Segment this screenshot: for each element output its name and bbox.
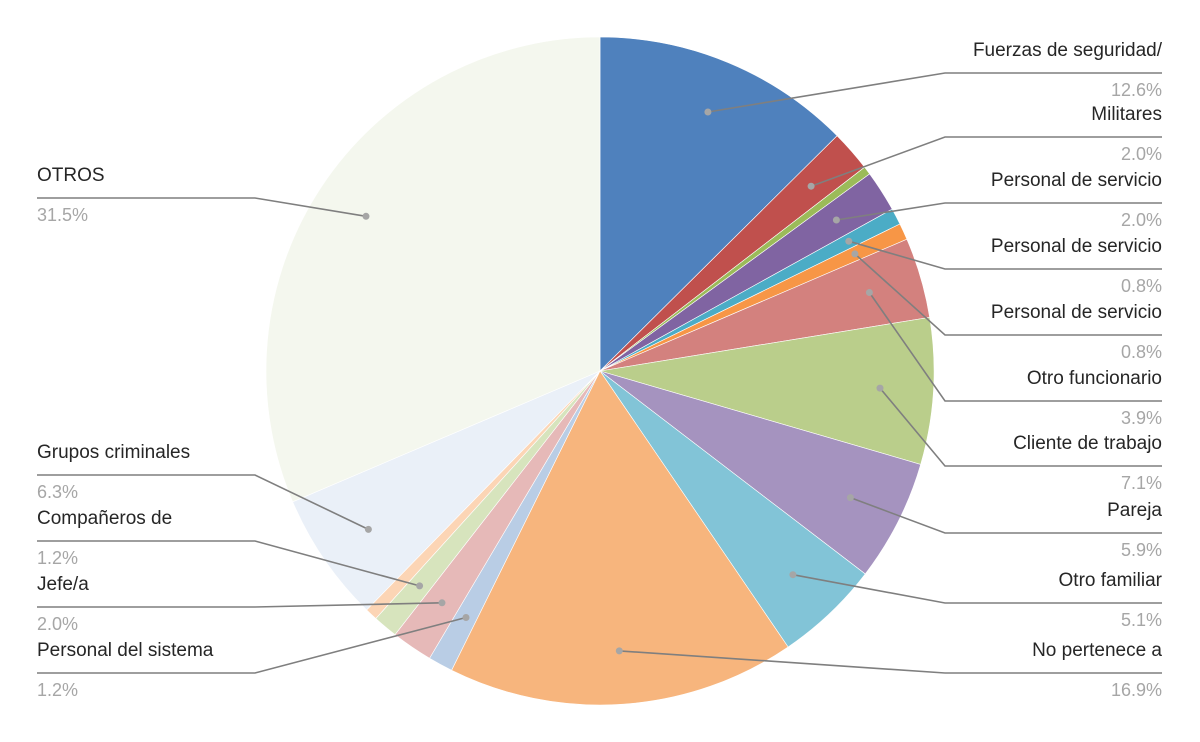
pie-slice — [599, 370, 922, 575]
slice-value-label: 31.5% — [37, 205, 88, 225]
leader-line — [37, 602, 443, 608]
leader-line — [810, 136, 1162, 187]
slice-label: Militares — [1091, 104, 1162, 125]
leader-lines — [37, 72, 1162, 674]
leader-dot — [789, 571, 797, 579]
slice-label: No pertenece a — [1032, 640, 1162, 661]
slice-value-label: 2.0% — [1121, 144, 1162, 164]
slice-value-label: 1.2% — [37, 548, 78, 568]
slice-label: Otro familiar — [1059, 570, 1163, 591]
pie-slices — [265, 36, 935, 706]
leader-line — [619, 650, 1162, 674]
leader-line — [792, 573, 1162, 604]
slice-label: Personal del sistema — [37, 640, 214, 661]
leader-dot — [416, 582, 424, 590]
leader-line — [37, 197, 367, 218]
slice-value-label: 5.1% — [1121, 610, 1162, 630]
leader-dot — [832, 216, 840, 224]
leader-line — [868, 292, 1162, 402]
leader-line — [707, 72, 1162, 113]
slice-label: Compañeros de — [37, 508, 172, 529]
leader-dot — [364, 525, 372, 533]
slice-value-label: 7.1% — [1121, 473, 1162, 493]
slice-label: Fuerzas de seguridad/ — [973, 40, 1163, 61]
slice-labels: Fuerzas de seguridad/12.6% Militares 2.0% P… — [37, 40, 1163, 700]
leader-dot — [851, 250, 859, 258]
leader-dot — [362, 212, 370, 220]
leader-line — [850, 496, 1162, 534]
slice-value-label: 0.8% — [1121, 342, 1162, 362]
leader-dot — [462, 614, 470, 621]
slice-label: Cliente de trabajo — [1013, 433, 1162, 454]
pie-slice — [599, 36, 838, 372]
leader-dot — [704, 108, 712, 116]
leader-line — [37, 540, 420, 587]
leader-line — [37, 616, 467, 674]
leader-dot — [615, 647, 623, 655]
pie-slice — [451, 370, 789, 706]
slice-label: Otro funcionario — [1027, 368, 1162, 389]
slice-value-label: 3.9% — [1121, 408, 1162, 428]
leader-line — [879, 387, 1162, 467]
leader-line — [848, 240, 1162, 270]
slice-label: Jefe/a — [37, 574, 89, 595]
pie-slice — [265, 36, 601, 503]
slice-label: Personal de servicio — [991, 302, 1162, 323]
slice-value-label: 16.9% — [1111, 680, 1162, 700]
slice-value-label: 1.2% — [37, 680, 78, 700]
leader-dot — [845, 237, 853, 245]
slice-label: Pareja — [1107, 500, 1162, 521]
leader-dot — [438, 599, 446, 607]
leader-dot — [846, 494, 854, 502]
leader-dot — [865, 289, 873, 296]
leader-line — [836, 202, 1162, 221]
leader-line — [854, 253, 1162, 336]
leader-dot — [807, 182, 815, 190]
slice-value-label: 6.3% — [37, 482, 78, 502]
slice-label: Personal de servicio — [991, 170, 1162, 191]
slice-label: Grupos criminales — [37, 442, 190, 463]
slice-value-label: 2.0% — [1121, 210, 1162, 230]
slice-value-label: 2.0% — [37, 614, 78, 634]
slice-label: Personal de servicio — [991, 236, 1162, 257]
leader-dot — [876, 384, 884, 392]
slice-value-label: 12.6% — [1111, 80, 1162, 100]
slice-value-label: 0.8% — [1121, 276, 1162, 296]
slice-label: OTROS — [37, 165, 105, 186]
slice-value-label: 5.9% — [1121, 540, 1162, 560]
leader-line — [37, 474, 369, 531]
